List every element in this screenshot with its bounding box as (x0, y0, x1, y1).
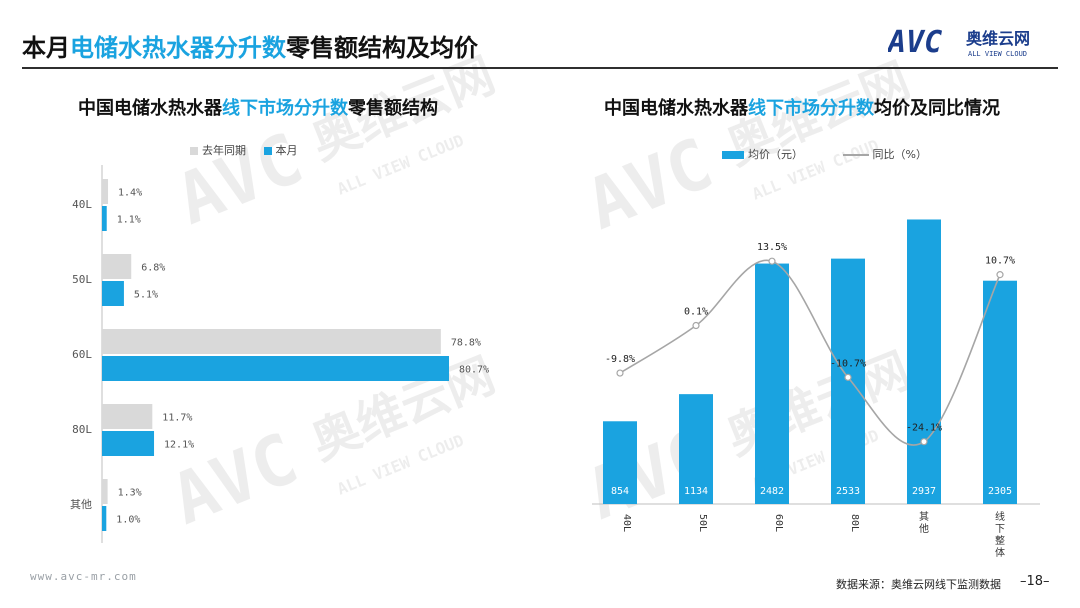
bar-data-label: 1.4% (118, 188, 142, 199)
legend-swatch-yoy (842, 154, 869, 156)
left-category-label: 60L (72, 348, 92, 361)
yoy-point (768, 257, 776, 265)
footer-url: www.avc-mr.com (30, 570, 137, 583)
bar-last-year (102, 479, 108, 504)
price-bar (831, 258, 865, 504)
price-bar-label: 2482 (760, 486, 784, 497)
bar-last-year (102, 179, 109, 204)
yoy-label: 10.7% (985, 256, 1015, 267)
bar-data-label: 6.8% (141, 263, 165, 274)
right-category-label: 80L (849, 514, 860, 532)
logo-en: ALL VIEW CLOUD (968, 50, 1027, 58)
right-category-label: 50L (697, 514, 708, 532)
left-category-label: 50L (72, 273, 92, 286)
price-bar (907, 219, 941, 504)
right-category-label: 线 (995, 510, 1005, 523)
right-category-label: 下 (995, 524, 1005, 535)
bar-this-month (102, 506, 107, 531)
page-title-pre: 本月 (22, 34, 70, 62)
yoy-label: -10.7% (830, 358, 866, 369)
left-title-highlight: 线下市场分升数 (222, 98, 348, 119)
left-title-post: 零售额结构 (348, 98, 438, 119)
legend-label-last-year: 去年同期 (202, 144, 246, 157)
bar-data-label: 12.1% (164, 440, 194, 451)
yoy-point (844, 373, 852, 381)
price-bar-label: 854 (611, 486, 629, 497)
yoy-label: 13.5% (757, 242, 787, 253)
price-bar (983, 280, 1017, 504)
price-bar (603, 421, 637, 504)
page-title-highlight: 电储水热水器分升数 (70, 34, 286, 62)
legend-swatch-last-year (190, 147, 198, 155)
yoy-point (996, 271, 1004, 279)
title-divider (22, 67, 1058, 69)
legend-label-this-month: 本月 (275, 144, 298, 157)
price-bar-label: 2533 (836, 486, 860, 497)
bar-data-label: 1.1% (117, 215, 141, 226)
logo-mark: AVC (888, 25, 942, 60)
yoy-label: 0.1% (684, 307, 708, 318)
right-category-label: 60L (773, 514, 784, 532)
bar-data-label: 80.7% (459, 365, 489, 376)
right-category-label: 体 (995, 547, 1005, 559)
bar-data-label: 1.3% (118, 488, 142, 499)
yoy-line (619, 259, 1001, 446)
right-title-post: 均价及同比情况 (874, 98, 1000, 119)
bar-last-year (102, 254, 132, 279)
yoy-point (920, 438, 928, 446)
bar-data-label: 78.8% (451, 338, 481, 349)
legend-swatch-this-month (263, 147, 272, 155)
bar-this-month (102, 281, 124, 306)
left-category-label: 其他 (70, 498, 92, 511)
logo-cn: 奥维云网 (966, 29, 1030, 48)
right-category-label: 其 (919, 511, 929, 523)
bar-this-month (102, 356, 450, 381)
right-legend: 均价（元） 同比（%） (722, 146, 927, 162)
page-number: –18– (1020, 574, 1050, 589)
price-bar-label: 2937 (912, 486, 936, 497)
bar-data-label: 11.7% (162, 413, 192, 424)
legend-label-yoy: 同比（%） (872, 148, 927, 161)
right-chart-title: 中国电储水热水器线下市场分升数均价及同比情况 (604, 94, 1000, 120)
right-title-highlight: 线下市场分升数 (748, 98, 874, 119)
bar-this-month (102, 431, 155, 456)
bar-this-month (102, 206, 107, 231)
price-bar-label: 1134 (684, 486, 708, 497)
bar-last-year (102, 329, 441, 354)
right-category-label: 整 (995, 534, 1005, 547)
left-category-label: 40L (72, 198, 92, 211)
legend-swatch-price (722, 151, 744, 159)
left-title-pre: 中国电储水热水器 (78, 98, 222, 119)
page-title: 本月电储水热水器分升数零售额结构及均价 (22, 28, 478, 63)
left-category-label: 80L (72, 423, 92, 436)
price-bar (679, 394, 713, 504)
price-bar (755, 263, 789, 504)
bar-data-label: 1.0% (116, 515, 140, 526)
yoy-point (616, 369, 624, 377)
bar-data-label: 5.1% (134, 290, 158, 301)
yoy-label: -9.8% (605, 354, 635, 365)
footer-source: 数据来源：奥维云网线下监测数据 (836, 578, 1001, 591)
yoy-point (692, 321, 700, 330)
right-category-label: 他 (919, 522, 929, 535)
right-category-label: 40L (621, 514, 632, 532)
page-title-post: 零售额结构及均价 (286, 34, 478, 62)
yoy-label: -24.1% (906, 423, 942, 434)
bar-last-year (102, 404, 153, 429)
right-title-pre: 中国电储水热水器 (604, 98, 748, 119)
right-combo-chart: 854 1134 2482 2533 2937 2305 -9.8% 0.1% 13.5% -10… (592, 219, 1040, 559)
left-chart-title: 中国电储水热水器线下市场分升数零售额结构 (78, 94, 438, 120)
legend-label-price: 均价（元） (748, 148, 803, 161)
left-legend: 去年同期 本月 (190, 142, 298, 158)
left-bar-chart: 40L 1.4% 1.1% 50L 6.8% 5.1% 60L 78.8% 80.7% 80L 11… (70, 165, 489, 543)
avc-logo: AVC 奥维云网 ALL VIEW CLOUD (888, 25, 1030, 60)
price-bar-label: 2305 (988, 486, 1012, 497)
